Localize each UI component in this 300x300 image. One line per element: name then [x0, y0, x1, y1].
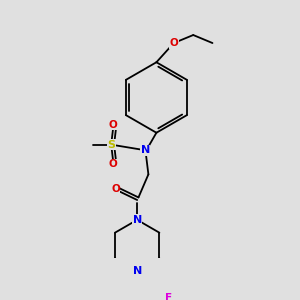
Text: F: F [165, 292, 172, 300]
Text: S: S [108, 140, 116, 150]
Text: O: O [111, 184, 120, 194]
Text: O: O [109, 120, 118, 130]
Text: N: N [141, 145, 150, 155]
Text: N: N [133, 215, 142, 225]
Text: O: O [170, 38, 178, 48]
Text: O: O [109, 159, 118, 170]
Text: N: N [133, 266, 142, 276]
